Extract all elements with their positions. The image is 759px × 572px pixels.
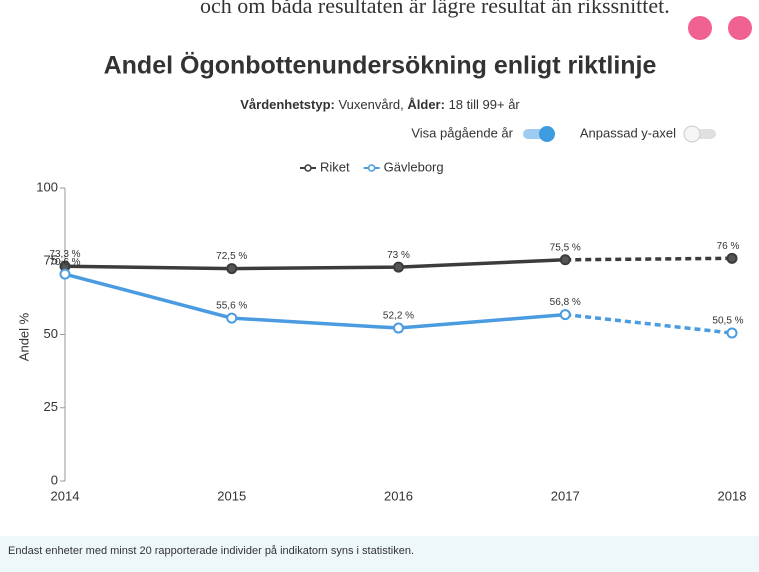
series-line-ongoing — [565, 256, 733, 262]
legend-label: Gävleborg — [384, 159, 444, 174]
value-label: 56,8 % — [550, 297, 581, 308]
value-label: 72,5 % — [216, 251, 247, 262]
subtitle-part: Vuxenvård, — [335, 97, 408, 112]
series-line — [64, 258, 566, 271]
legend-label: Riket — [320, 159, 350, 174]
value-label: 50,5 % — [712, 316, 743, 327]
share-icon[interactable] — [728, 16, 752, 40]
point — [226, 263, 238, 275]
point — [226, 312, 238, 324]
x-tick-label: 2016 — [384, 488, 413, 503]
y-tick-label: 75 — [44, 253, 58, 268]
value-label: 55,6 % — [216, 301, 247, 312]
series-line — [64, 272, 566, 330]
point — [393, 261, 404, 273]
x-tick-label: 2017 — [551, 488, 580, 503]
subtitle: Vårdenhetstyp: Vuxenvård, Ålder: 18 till… — [240, 97, 520, 112]
toggle-label: Anpassad y-axel — [580, 125, 676, 140]
subtitle-part: Vårdenhetstyp: — [240, 97, 335, 112]
point — [726, 327, 738, 339]
chart-title: Andel Ögonbottenundersökning enligt rikt… — [104, 51, 657, 80]
value-label: 73 % — [387, 250, 410, 261]
point — [559, 254, 571, 266]
value-label: 70,6 % — [49, 257, 80, 268]
intro-text: och om båda resultaten är lägre resultat… — [200, 0, 670, 18]
toggle-label: Visa pågående år — [411, 125, 513, 140]
point — [393, 322, 404, 334]
image-icon[interactable] — [688, 16, 712, 40]
value-label: 75,5 % — [550, 242, 581, 253]
value-label: 52,2 % — [383, 311, 414, 322]
legend-marker — [367, 164, 376, 172]
y-tick-label: 0 — [51, 472, 58, 487]
point — [59, 268, 71, 280]
x-tick-label: 2018 — [718, 488, 747, 503]
toggle-knob[interactable] — [683, 125, 701, 143]
footer-box — [0, 536, 759, 572]
series-line-ongoing — [565, 312, 733, 335]
toggle-knob[interactable] — [539, 126, 555, 142]
footer-note: Endast enheter med minst 20 rapporterade… — [8, 545, 414, 557]
x-tick-label: 2014 — [51, 488, 80, 503]
value-label: 76 % — [717, 241, 740, 252]
point — [726, 252, 738, 264]
y-tick-label: 50 — [44, 326, 58, 341]
y-tick-label: 25 — [44, 399, 58, 414]
subtitle-part: Ålder: — [407, 97, 445, 112]
subtitle-part: 18 till 99+ år — [445, 97, 520, 112]
point — [559, 309, 571, 321]
y-tick-label: 100 — [36, 179, 58, 194]
legend-marker — [304, 164, 312, 172]
x-tick-label: 2015 — [217, 488, 246, 503]
y-axis-label: Andel % — [16, 312, 31, 361]
value-label: 73,3 % — [49, 249, 80, 260]
